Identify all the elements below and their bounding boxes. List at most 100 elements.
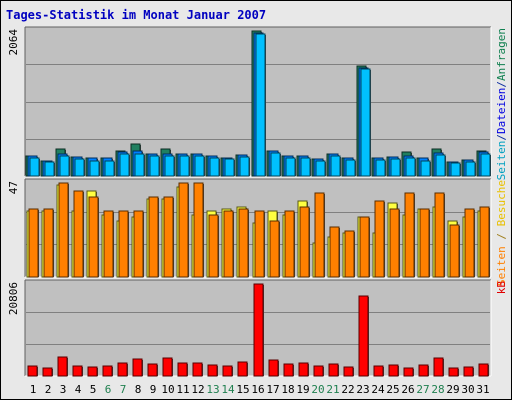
bar-seiten-day-12 [193,182,204,278]
bar-kb-day-26 [403,367,414,377]
x-tick-label-day-5: 5 [90,383,97,396]
bar-kb-day-28 [433,357,444,377]
legend-part: / [495,226,508,246]
bar-kb-day-31 [478,363,489,377]
bar-seiten-day-30 [464,208,475,278]
bar-kb-day-11 [177,362,188,377]
bar-kb-day-13 [207,364,218,377]
bar-seiten-day-31 [479,206,490,278]
bar-seiten-day-30 [465,161,476,177]
bar-seiten-day-6 [104,160,115,177]
bar-kb-day-23 [358,295,369,377]
bar-seiten-day-27 [419,208,430,278]
bar-seiten-day-2 [43,208,54,278]
bar-kb-day-9 [147,363,158,377]
x-tick-label-day-22: 22 [341,383,354,396]
bar-kb-day-3 [57,356,68,377]
bar-seiten-day-4 [74,158,85,177]
bar-seiten-day-26 [405,157,416,177]
x-tick-label-day-19: 19 [296,383,309,396]
bar-seiten-day-9 [148,196,159,278]
x-tick-label-day-14: 14 [221,383,235,396]
bar-seiten-day-15 [238,208,249,278]
bar-seiten-day-7 [119,153,130,177]
x-tick-label-day-4: 4 [75,383,82,396]
bar-seiten-day-20 [315,160,326,177]
x-tick-label-day-1: 1 [30,383,37,396]
bar-kb-day-1 [27,365,38,377]
bar-kb-day-10 [162,357,173,377]
x-tick-label-day-15: 15 [236,383,249,396]
bar-seiten-day-12 [194,155,205,177]
bar-seiten-day-23 [360,68,371,177]
bar-seiten-day-11 [178,182,189,278]
panel-visits: 47 Seiten / Besuche [7,178,508,286]
bar-seiten-day-4 [73,190,84,278]
bar-kb-day-21 [328,363,339,377]
bar-seiten-day-28 [435,154,446,177]
bar-seiten-day-18 [284,210,295,278]
y-max-label: 20806 [7,282,20,315]
bar-seiten-day-20 [314,192,325,278]
bar-seiten-day-17 [270,152,281,177]
bar-seiten-day-11 [179,155,190,177]
x-tick-label-day-9: 9 [150,383,157,396]
bar-seiten-day-16 [254,210,265,278]
bar-kb-day-27 [418,364,429,377]
bar-seiten-day-2 [44,161,55,177]
x-tick-label-day-6: 6 [105,383,112,396]
bar-kb-day-6 [102,365,113,377]
x-tick-label-day-27: 27 [416,383,429,396]
x-tick-label-day-24: 24 [371,383,385,396]
bar-seiten-day-21 [330,155,341,177]
bar-kb-day-22 [343,366,354,377]
bar-kb-day-12 [192,362,203,377]
y-max-label: 47 [7,181,20,194]
bar-seiten-day-17 [269,220,280,278]
legend-part: Dateien [495,88,508,134]
bar-kb-day-18 [283,363,294,377]
bar-seiten-day-1 [28,208,39,278]
x-tick-label-day-8: 8 [135,383,142,396]
bar-seiten-day-19 [300,157,311,177]
bar-seiten-day-3 [59,155,70,177]
bar-seiten-day-24 [375,159,386,177]
bar-seiten-day-7 [118,210,129,278]
bar-seiten-day-25 [389,208,400,278]
x-tick-label-day-23: 23 [356,383,369,396]
bar-kb-day-30 [463,366,474,377]
series-legend-label: Seiten / Besuche [495,180,508,286]
x-tick-label-day-21: 21 [326,383,339,396]
bar-kb-day-24 [373,365,384,377]
bar-seiten-day-3 [58,182,69,278]
x-tick-label-day-10: 10 [161,383,174,396]
bar-seiten-day-8 [134,153,145,177]
bar-seiten-day-21 [329,226,340,278]
x-tick-label-day-17: 17 [266,383,279,396]
bar-seiten-day-19 [299,206,310,278]
bar-seiten-day-8 [133,210,144,278]
legend-part: kB [495,281,508,295]
bar-seiten-day-16 [255,33,266,177]
bar-kb-day-25 [388,364,399,377]
x-tick-label-day-16: 16 [251,383,264,396]
bar-seiten-day-10 [163,196,174,278]
x-tick-label-day-18: 18 [281,383,294,396]
bar-seiten-day-6 [103,210,114,278]
bar-seiten-day-13 [208,214,219,278]
y-max-label: 2064 [7,29,20,56]
legend-part: Seiten [495,246,508,286]
x-tick-label-day-7: 7 [120,383,127,396]
bar-seiten-day-14 [223,210,234,278]
legend-part: Besuche [495,180,508,226]
bar-seiten-day-27 [420,160,431,177]
bar-kb-day-19 [298,362,309,377]
bar-seiten-day-31 [480,153,491,177]
legend-part: / [495,134,508,141]
legend-part: / [495,81,508,88]
bar-seiten-day-10 [164,155,175,177]
chart-title: Tages-Statistik im Monat Januar 2007 [6,8,266,22]
bar-seiten-day-26 [404,192,415,278]
